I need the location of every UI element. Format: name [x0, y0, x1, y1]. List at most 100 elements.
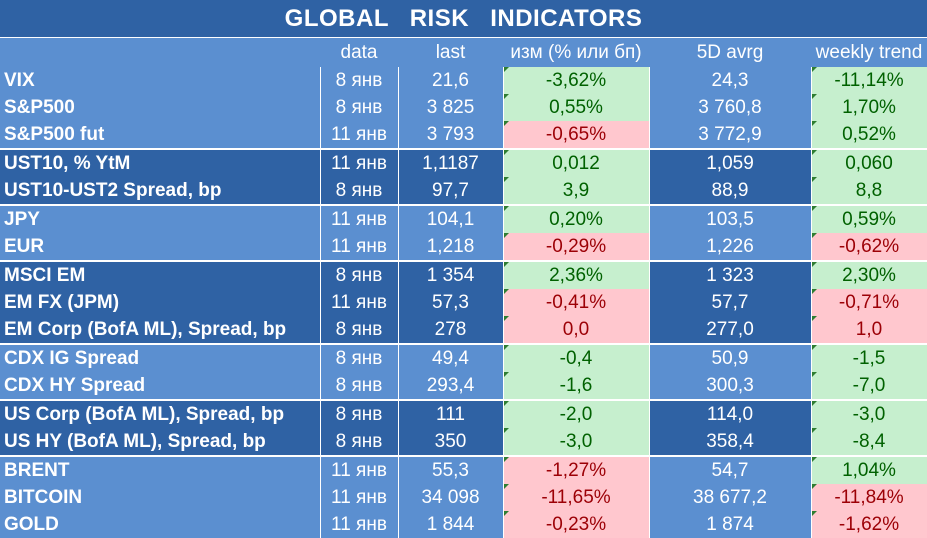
date-cell[interactable]: 8 янв — [320, 67, 399, 94]
date-cell[interactable]: 8 янв — [320, 399, 399, 428]
avg-5d-cell[interactable]: 3 772,9 — [649, 121, 812, 149]
weekly-trend-cell[interactable]: 2,30% — [811, 260, 927, 289]
last-value-cell[interactable]: 34 098 — [398, 484, 504, 511]
change-cell[interactable]: -2,0 — [503, 399, 650, 428]
indicator-name-cell[interactable]: UST10-UST2 Spread, bp — [0, 177, 321, 205]
change-cell[interactable]: -0,41% — [503, 289, 650, 316]
weekly-trend-cell[interactable]: -0,71% — [811, 289, 927, 316]
last-value-cell[interactable]: 350 — [398, 428, 504, 456]
indicator-name-cell[interactable]: CDX IG Spread — [0, 343, 321, 372]
avg-5d-cell[interactable]: 1 874 — [649, 511, 812, 538]
indicator-name-cell[interactable]: GOLD — [0, 511, 321, 538]
weekly-trend-cell[interactable]: 8,8 — [811, 177, 927, 205]
last-value-cell[interactable]: 57,3 — [398, 289, 504, 316]
change-cell[interactable]: 0,0 — [503, 316, 650, 344]
change-cell[interactable]: 3,9 — [503, 177, 650, 205]
indicator-name-cell[interactable]: EM FX (JPM) — [0, 289, 321, 316]
last-value-cell[interactable]: 111 — [398, 399, 504, 428]
weekly-trend-cell[interactable]: -3,0 — [811, 399, 927, 428]
weekly-trend-cell[interactable]: -11,84% — [811, 484, 927, 511]
weekly-trend-cell[interactable]: -1,5 — [811, 343, 927, 372]
header-change[interactable]: изм (% или бп) — [503, 38, 649, 67]
change-cell[interactable]: 0,012 — [503, 148, 650, 177]
date-cell[interactable]: 8 янв — [320, 343, 399, 372]
avg-5d-cell[interactable]: 300,3 — [649, 372, 812, 400]
indicator-name-cell[interactable]: BRENT — [0, 455, 321, 484]
date-cell[interactable]: 11 янв — [320, 148, 399, 177]
weekly-trend-cell[interactable]: -1,62% — [811, 511, 927, 538]
last-value-cell[interactable]: 1,1187 — [398, 148, 504, 177]
weekly-trend-cell[interactable]: 0,060 — [811, 148, 927, 177]
date-cell[interactable]: 11 янв — [320, 511, 399, 538]
indicator-name-cell[interactable]: VIX — [0, 67, 321, 94]
avg-5d-cell[interactable]: 1,226 — [649, 233, 812, 261]
last-value-cell[interactable]: 1 844 — [398, 511, 504, 538]
last-value-cell[interactable]: 55,3 — [398, 455, 504, 484]
avg-5d-cell[interactable]: 277,0 — [649, 316, 812, 344]
avg-5d-cell[interactable]: 1 323 — [649, 260, 812, 289]
date-cell[interactable]: 11 янв — [320, 121, 399, 149]
change-cell[interactable]: 2,36% — [503, 260, 650, 289]
weekly-trend-cell[interactable]: 1,70% — [811, 94, 927, 121]
last-value-cell[interactable]: 293,4 — [398, 372, 504, 400]
indicator-name-cell[interactable]: JPY — [0, 204, 321, 233]
weekly-trend-cell[interactable]: 1,0 — [811, 316, 927, 344]
weekly-trend-cell[interactable]: 0,52% — [811, 121, 927, 149]
avg-5d-cell[interactable]: 88,9 — [649, 177, 812, 205]
weekly-trend-cell[interactable]: 0,59% — [811, 204, 927, 233]
indicator-name-cell[interactable]: EUR — [0, 233, 321, 261]
header-last[interactable]: last — [398, 38, 503, 67]
last-value-cell[interactable]: 1,218 — [398, 233, 504, 261]
avg-5d-cell[interactable]: 38 677,2 — [649, 484, 812, 511]
last-value-cell[interactable]: 21,6 — [398, 67, 504, 94]
avg-5d-cell[interactable]: 103,5 — [649, 204, 812, 233]
avg-5d-cell[interactable]: 54,7 — [649, 455, 812, 484]
avg-5d-cell[interactable]: 3 760,8 — [649, 94, 812, 121]
change-cell[interactable]: -1,27% — [503, 455, 650, 484]
header-trend[interactable]: weekly trend — [811, 38, 927, 67]
indicator-name-cell[interactable]: EM Corp (BofA ML), Spread, bp — [0, 316, 321, 344]
last-value-cell[interactable]: 49,4 — [398, 343, 504, 372]
date-cell[interactable]: 8 янв — [320, 316, 399, 344]
avg-5d-cell[interactable]: 50,9 — [649, 343, 812, 372]
date-cell[interactable]: 11 янв — [320, 233, 399, 261]
avg-5d-cell[interactable]: 57,7 — [649, 289, 812, 316]
indicator-name-cell[interactable]: UST10, % YtM — [0, 148, 321, 177]
date-cell[interactable]: 8 янв — [320, 372, 399, 400]
change-cell[interactable]: -3,62% — [503, 67, 650, 94]
indicator-name-cell[interactable]: S&P500 — [0, 94, 321, 121]
date-cell[interactable]: 11 янв — [320, 289, 399, 316]
change-cell[interactable]: -0,4 — [503, 343, 650, 372]
header-avg[interactable]: 5D avrg — [649, 38, 811, 67]
change-cell[interactable]: -3,0 — [503, 428, 650, 456]
last-value-cell[interactable]: 278 — [398, 316, 504, 344]
indicator-name-cell[interactable]: US Corp (BofA ML), Spread, bp — [0, 399, 321, 428]
indicator-name-cell[interactable]: S&P500 fut — [0, 121, 321, 149]
last-value-cell[interactable]: 3 793 — [398, 121, 504, 149]
header-name[interactable] — [0, 38, 320, 67]
date-cell[interactable]: 8 янв — [320, 177, 399, 205]
change-cell[interactable]: -0,23% — [503, 511, 650, 538]
weekly-trend-cell[interactable]: -0,62% — [811, 233, 927, 261]
last-value-cell[interactable]: 3 825 — [398, 94, 504, 121]
change-cell[interactable]: -11,65% — [503, 484, 650, 511]
indicator-name-cell[interactable]: BITCOIN — [0, 484, 321, 511]
avg-5d-cell[interactable]: 1,059 — [649, 148, 812, 177]
date-cell[interactable]: 11 янв — [320, 455, 399, 484]
weekly-trend-cell[interactable]: -8,4 — [811, 428, 927, 456]
last-value-cell[interactable]: 104,1 — [398, 204, 504, 233]
indicator-name-cell[interactable]: US HY (BofA ML), Spread, bp — [0, 428, 321, 456]
change-cell[interactable]: -0,65% — [503, 121, 650, 149]
header-date[interactable]: data — [320, 38, 398, 67]
date-cell[interactable]: 8 янв — [320, 260, 399, 289]
indicator-name-cell[interactable]: MSCI EM — [0, 260, 321, 289]
date-cell[interactable]: 11 янв — [320, 484, 399, 511]
weekly-trend-cell[interactable]: -11,14% — [811, 67, 927, 94]
change-cell[interactable]: -1,6 — [503, 372, 650, 400]
avg-5d-cell[interactable]: 114,0 — [649, 399, 812, 428]
change-cell[interactable]: 0,55% — [503, 94, 650, 121]
change-cell[interactable]: -0,29% — [503, 233, 650, 261]
date-cell[interactable]: 8 янв — [320, 428, 399, 456]
weekly-trend-cell[interactable]: -7,0 — [811, 372, 927, 400]
change-cell[interactable]: 0,20% — [503, 204, 650, 233]
